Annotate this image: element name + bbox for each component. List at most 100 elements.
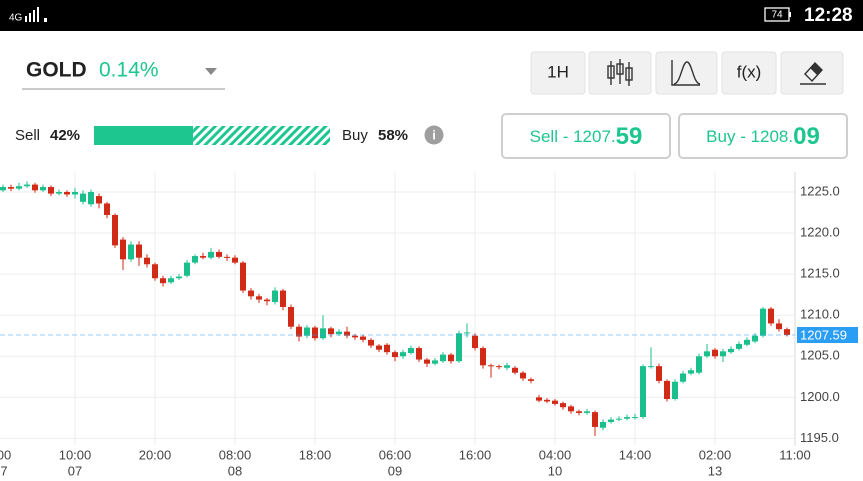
buy-pips: 09 [793, 123, 820, 150]
y-tick-label: 1200.0 [800, 389, 840, 404]
candle-body [528, 379, 534, 381]
candle-body [688, 370, 694, 374]
y-tick-label: 1210.0 [800, 307, 840, 322]
candle-icon [607, 59, 633, 86]
candle-body [712, 349, 718, 357]
candle-body [736, 343, 742, 349]
symbol: GOLD [26, 59, 87, 82]
candle-body [368, 339, 374, 346]
candle-body [32, 184, 38, 191]
status-bar [0, 0, 863, 31]
candle-body [296, 326, 302, 337]
x-tick-label: 20:00 [139, 447, 172, 462]
candle-body [608, 419, 614, 422]
sell-button[interactable] [501, 113, 671, 159]
candle-body [96, 196, 102, 204]
candles [0, 181, 790, 436]
candle-body [104, 203, 110, 215]
sell-share [94, 126, 194, 145]
candle-body [336, 331, 342, 335]
candle-body [544, 399, 550, 402]
candle-body [432, 360, 438, 364]
candle-body [16, 186, 22, 189]
y-tick-label: 1225.0 [800, 183, 840, 198]
current-price-label: 1207.59 [800, 327, 847, 342]
y-tick-label: 1215.0 [800, 266, 840, 281]
interval-button[interactable] [530, 51, 586, 95]
candle-body [672, 381, 678, 399]
candle-body [744, 339, 750, 345]
candle-body [448, 354, 454, 362]
sell-percent: 42% [50, 127, 80, 144]
candle-body [312, 327, 318, 339]
candle-body [416, 348, 422, 360]
buy-price-text: Buy - 1208. [706, 127, 793, 146]
candle-body [112, 214, 118, 246]
candle-body [592, 412, 598, 427]
dropdown-arrow [205, 68, 217, 75]
candle-body [128, 244, 134, 260]
buy-share [193, 126, 330, 145]
info-icon[interactable] [424, 125, 444, 145]
clock: 12:28 [804, 5, 853, 26]
candle-body [784, 329, 790, 335]
date-label: 6/17 [0, 463, 8, 478]
candle-body [80, 193, 86, 202]
candle-body [304, 327, 310, 336]
eraser-button[interactable] [780, 51, 844, 95]
candle-body [232, 257, 238, 263]
candle-body [288, 306, 294, 327]
candle-body [240, 262, 246, 291]
candle-body [616, 418, 622, 420]
indicator-button[interactable] [655, 51, 718, 95]
x-tick-label: 11:00 [779, 447, 811, 462]
curve-icon [671, 60, 701, 86]
candle-body [72, 191, 78, 195]
candle-body [400, 352, 406, 357]
instrument-selector[interactable]: GOLD 0.14% [22, 59, 225, 90]
candle-body [152, 264, 158, 279]
candle-body [280, 290, 286, 307]
candle-body [648, 366, 654, 368]
buy-button[interactable] [678, 113, 848, 159]
candle-body [640, 366, 646, 418]
candle-body [160, 278, 166, 284]
buy-label: Buy [342, 127, 368, 144]
candle-body [552, 400, 558, 404]
signal-icon [25, 7, 47, 22]
candle-body [600, 421, 606, 428]
candle-body [496, 366, 502, 368]
date-label: 07 [68, 463, 82, 478]
candle-body [272, 290, 278, 303]
candle-body [664, 380, 670, 399]
date-label: 13 [708, 463, 722, 478]
current-price-box [797, 326, 858, 343]
candle-body [376, 345, 382, 350]
candle-body [248, 290, 254, 297]
eraser-icon [800, 61, 826, 85]
candle-body [752, 335, 758, 342]
candle-body [56, 191, 62, 194]
candle-body [704, 351, 710, 357]
candle-body [352, 335, 358, 338]
network: 4G [9, 13, 23, 24]
candle-body [224, 256, 230, 258]
candle-body [680, 373, 686, 382]
candle-body [696, 356, 702, 373]
y-tick-label: 1205.0 [800, 348, 840, 363]
function-label: f(x) [737, 62, 762, 81]
candle-body [440, 354, 446, 362]
candle-body [520, 372, 526, 379]
candle-body [360, 336, 366, 340]
candle-body [776, 323, 782, 330]
sentiment-bar [94, 126, 330, 145]
candle-body [472, 335, 478, 349]
x-tick-label: 10:00 [59, 447, 92, 462]
candle-body [536, 397, 542, 401]
candle-body [256, 296, 262, 300]
x-tick-label: 14:00 [619, 447, 652, 462]
buy-percent: 58% [378, 127, 408, 144]
function-button[interactable] [721, 51, 777, 95]
candle-body [144, 257, 150, 265]
candle-body [392, 352, 398, 358]
